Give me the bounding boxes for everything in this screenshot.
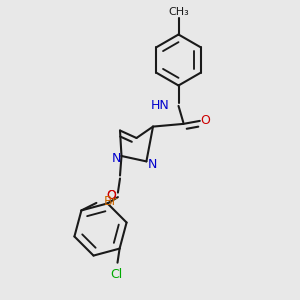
Text: CH₃: CH₃ [168, 7, 189, 17]
Text: O: O [106, 189, 116, 202]
Text: HN: HN [151, 99, 169, 112]
Text: N: N [111, 152, 121, 165]
Text: N: N [148, 158, 157, 171]
Text: Cl: Cl [110, 268, 123, 281]
Text: O: O [200, 114, 210, 128]
Text: Br: Br [104, 195, 118, 208]
Text: O: O [106, 189, 116, 202]
